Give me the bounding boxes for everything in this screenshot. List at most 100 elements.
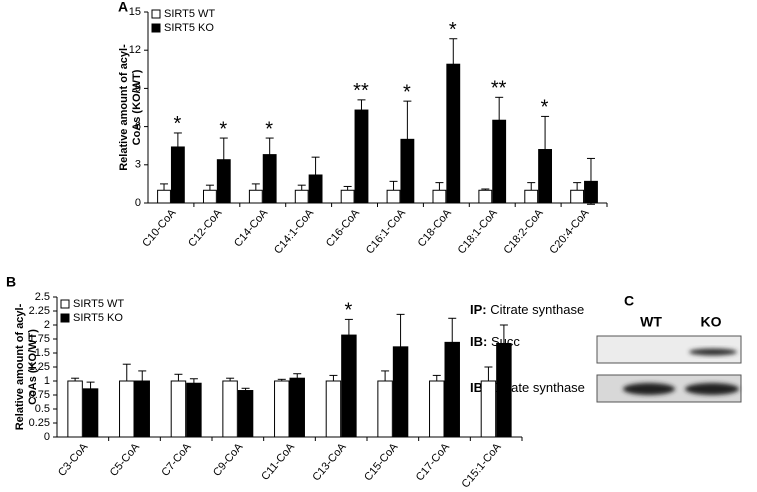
bar: [248, 189, 263, 204]
bar: [274, 380, 290, 438]
significance: *: [541, 97, 549, 119]
bar: [222, 380, 238, 438]
blot-prefix: IP:: [470, 302, 487, 317]
bar: [584, 180, 598, 204]
y-tick-label: 0: [135, 197, 141, 209]
lane-label: WT: [640, 314, 662, 330]
y-axis-label: Relative amount of acyl-: [118, 44, 130, 171]
y-tick-label: 2.5: [35, 291, 50, 303]
y-tick-label: 1.5: [35, 347, 50, 359]
y-axis-label: CoAs (KO/WT): [131, 69, 143, 145]
blot-band: [689, 348, 737, 356]
bar: [400, 138, 415, 204]
bar: [354, 109, 369, 204]
x-tick-label: C3-CoA: [56, 441, 91, 479]
y-axis-label: Relative amount of acyl-: [14, 303, 26, 430]
x-tick-label: C16:1-CoA: [364, 207, 409, 257]
bar: [325, 380, 342, 438]
x-tick-label: C5-CoA: [108, 441, 143, 479]
bar: [216, 159, 231, 204]
bar: [429, 380, 445, 438]
bar: [202, 189, 217, 204]
x-tick-label: C7-CoA: [159, 441, 194, 479]
y-tick-label: 0.75: [29, 389, 50, 401]
y-tick-label: 15: [129, 6, 141, 18]
y-tick-label: 2.25: [29, 305, 50, 317]
legend-swatch: [60, 313, 70, 323]
significance: *: [265, 118, 273, 140]
bar: [492, 119, 507, 204]
blot-band: [685, 383, 739, 395]
y-tick-label: 9: [135, 82, 141, 94]
panel-label: A: [118, 0, 128, 15]
significance: **: [491, 78, 507, 100]
y-tick-label: 0.5: [35, 403, 50, 415]
x-tick-label: C12-CoA: [186, 207, 225, 250]
x-tick-label: C17-CoA: [414, 441, 453, 484]
blot-row: IB: Succ: [470, 334, 520, 349]
blot-text: Citrate synthase: [491, 380, 585, 395]
x-tick-label: C16-CoA: [324, 207, 363, 250]
bar: [82, 388, 99, 438]
bar: [392, 346, 409, 438]
y-tick-label: 12: [129, 44, 141, 56]
bar: [294, 189, 309, 204]
bar: [570, 189, 585, 204]
significance: *: [219, 118, 227, 140]
bar: [524, 189, 539, 204]
blot-prefix: IB:: [470, 334, 487, 349]
y-tick-label: 1: [44, 375, 50, 387]
significance: **: [353, 80, 369, 102]
bar: [262, 154, 277, 204]
blot-band: [623, 383, 675, 395]
bar: [289, 377, 305, 438]
blot-row: IP: Citrate synthase: [470, 302, 584, 317]
y-tick-label: 6: [135, 121, 141, 133]
bar: [134, 380, 150, 438]
significance: *: [449, 19, 457, 41]
bar: [308, 174, 323, 204]
bar: [119, 380, 135, 438]
panel-label: C: [624, 293, 634, 309]
y-tick-label: 0.25: [29, 417, 50, 429]
y-axis-label: CoAs (KO/WT): [27, 329, 39, 405]
bar: [340, 189, 355, 204]
y-tick-label: 3: [135, 159, 141, 171]
legend-label: SIRT5 KO: [73, 312, 123, 324]
bar: [157, 189, 171, 204]
bar: [377, 380, 393, 438]
lane-label: KO: [701, 314, 722, 330]
significance: *: [345, 300, 353, 322]
panel-label: B: [6, 274, 16, 290]
x-tick-label: C18:2-CoA: [502, 207, 547, 257]
legend-swatch: [151, 23, 161, 33]
bar: [480, 380, 497, 438]
x-tick-label: C10-CoA: [140, 207, 179, 250]
x-tick-label: C14-CoA: [232, 207, 271, 250]
legend-label: SIRT5 WT: [73, 298, 124, 310]
y-tick-label: 0: [44, 431, 50, 443]
y-tick-label: 2: [44, 319, 50, 331]
legend-label: SIRT5 KO: [164, 22, 214, 34]
bar: [386, 189, 401, 204]
bar: [538, 149, 553, 204]
significance: *: [403, 81, 411, 103]
bar: [341, 334, 357, 438]
x-tick-label: C15:1-CoA: [460, 441, 505, 491]
x-tick-label: C18:1-CoA: [456, 207, 501, 257]
bar: [170, 380, 187, 438]
legend-swatch: [60, 299, 70, 309]
x-tick-label: C20:4-CoA: [547, 207, 592, 257]
significance: *: [173, 113, 181, 135]
bar: [446, 63, 461, 204]
x-tick-label: C14:1-CoA: [272, 207, 317, 257]
y-tick-label: 1.75: [29, 333, 50, 345]
bar: [67, 380, 83, 438]
x-tick-label: C11-CoA: [259, 441, 297, 483]
legend-label: SIRT5 WT: [164, 8, 215, 20]
bar: [186, 382, 202, 438]
bar: [432, 189, 447, 204]
x-tick-label: C15-CoA: [362, 441, 401, 484]
x-tick-label: C18-CoA: [416, 207, 455, 250]
bar: [237, 390, 254, 438]
